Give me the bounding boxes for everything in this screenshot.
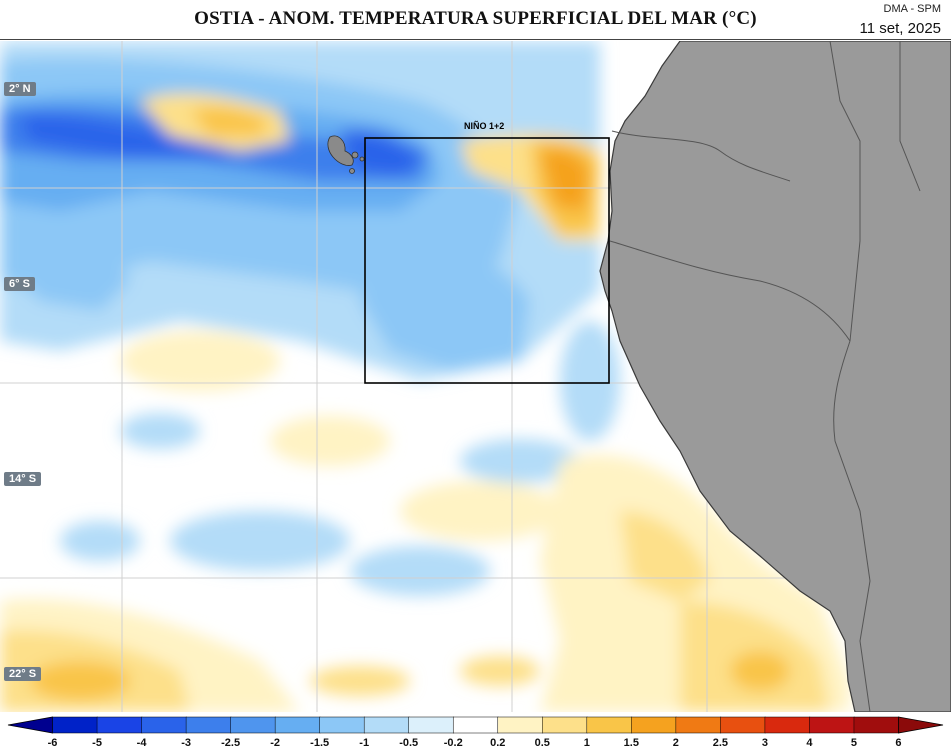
colorbar-tick-label: 3 (761, 737, 768, 749)
nino-region-label: NIÑO 1+2 (464, 121, 505, 131)
colorbar-tick-label: 2 (672, 737, 679, 749)
colorbar-tick-label: -5 (92, 737, 102, 749)
lat-label-14s: 14° S (4, 472, 42, 486)
nino-region-box (364, 137, 610, 384)
colorbar-swatch (853, 716, 900, 734)
colorbar-swatch (363, 716, 410, 734)
colorbar-swatch (809, 716, 855, 734)
colorbar-tick-label: -0.2 (443, 737, 463, 749)
colorbar-swatch (586, 716, 633, 734)
colorbar-swatch (52, 716, 98, 734)
sst-anomaly-map: NIÑO 1+2 2° N 6° S 14° S 22° S (0, 40, 951, 713)
date-label: 11 set, 2025 (859, 20, 941, 37)
colorbar-tick-label: 0.5 (534, 737, 550, 749)
colorbar-tick-label: 0.2 (490, 737, 506, 749)
colorbar-swatch (675, 716, 722, 734)
colorbar-swatch (319, 716, 365, 734)
country-borders (609, 40, 921, 713)
colorbar-tick-label: 6 (895, 737, 902, 749)
lat-label-6s: 6° S (4, 277, 35, 291)
colorbar-tick-label: -1.5 (310, 737, 330, 749)
colorbar-swatch (452, 716, 499, 734)
colorbar-tick-label: 2.5 (712, 737, 729, 749)
map-header: OSTIA - ANOM. TEMPERATURA SUPERFICIAL DE… (0, 0, 951, 40)
colorbar-tick-label: -2.5 (221, 737, 241, 749)
colorbar-tick-label: -0.5 (399, 737, 419, 749)
colorbar-swatch (185, 716, 232, 734)
colorbar-swatch (96, 716, 143, 734)
colorbar-tick-label: 1.5 (623, 737, 639, 749)
lat-label-2n: 2° N (4, 82, 36, 96)
colorbar-swatch (720, 716, 766, 734)
colorbar-swatch (141, 716, 187, 734)
land-south-america (599, 40, 951, 713)
colorbar-tick-label: 5 (850, 737, 857, 749)
anomaly-field (0, 41, 850, 712)
source-label: DMA - SPM (883, 3, 941, 15)
colorbar-swatch (497, 716, 544, 734)
map-canvas (0, 40, 951, 713)
colorbar-arrow-right (898, 716, 944, 734)
colorbar-arrow-left (7, 716, 53, 734)
colorbar-swatch (274, 716, 321, 734)
lat-label-22s: 22° S (4, 667, 42, 681)
colorbar-swatch (631, 716, 677, 734)
colorbar-scale (7, 716, 944, 734)
colorbar-tick-label: -2 (270, 737, 281, 749)
colorbar-tick-label: -4 (136, 737, 147, 749)
map-title: OSTIA - ANOM. TEMPERATURA SUPERFICIAL DE… (194, 8, 757, 29)
galapagos-islands (327, 135, 365, 174)
colorbar-swatch (408, 716, 454, 734)
colorbar-tick-label: 1 (583, 737, 590, 749)
colorbar-tick-label: -1 (359, 737, 370, 749)
colorbar-swatch (764, 716, 811, 734)
colorbar-tick-label: 4 (806, 737, 813, 749)
colorbar-swatch (542, 716, 588, 734)
colorbar-swatch (230, 716, 276, 734)
colorbar-tick-label: -6 (47, 737, 58, 749)
colorbar: -6 -5 -4 -3 -2.5 -2 -1.5 -1 -0.5 -0.2 0.2 0.5 1 1.5 2 2… (0, 713, 951, 754)
colorbar-tick-label: -3 (181, 737, 191, 749)
